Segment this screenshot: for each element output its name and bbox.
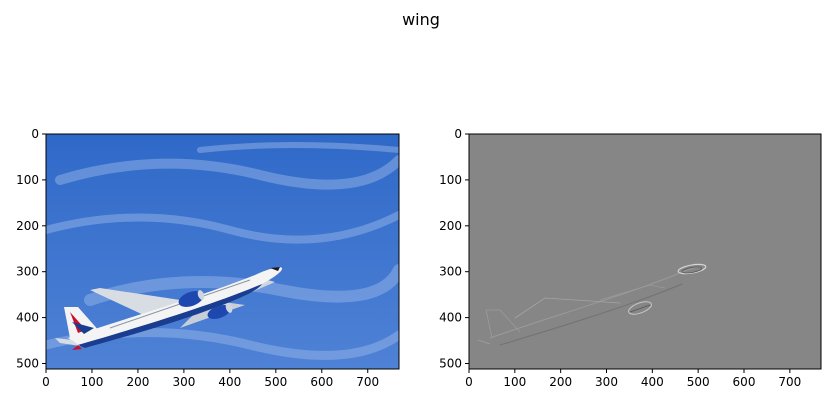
right-y-tick-label: 100: [439, 173, 462, 187]
right-axes-frame: [468, 133, 822, 370]
right-y-tick-label: 300: [439, 265, 462, 279]
right-y-tick-label: 0: [454, 127, 462, 141]
right-x-tick-label: 200: [549, 375, 572, 389]
left-x-tick-label: 100: [81, 375, 104, 389]
left-x-tick-label: 200: [126, 375, 149, 389]
right-axis-ticks: 0 100 200 300 400 500 600 700 0 100 200 300 400 500: [439, 127, 801, 389]
right-y-tick-label: 200: [439, 219, 462, 233]
left-x-tick-label: 600: [310, 375, 333, 389]
edge-background: [469, 134, 821, 369]
right-x-tick-label: 0: [465, 375, 473, 389]
right-x-tick-label: 300: [595, 375, 618, 389]
left-y-tick-label: 0: [31, 127, 39, 141]
left-axes-frame: [45, 133, 400, 370]
left-y-tick-label: 400: [16, 311, 39, 325]
left-y-tick-label: 200: [16, 219, 39, 233]
right-x-tick-label: 400: [641, 375, 664, 389]
right-x-tick-label: 500: [687, 375, 710, 389]
right-y-tick-label: 400: [439, 311, 462, 325]
left-y-tick-label: 100: [16, 173, 39, 187]
left-y-tick-label: 300: [16, 265, 39, 279]
left-x-tick-label: 500: [264, 375, 287, 389]
left-x-tick-label: 700: [356, 375, 379, 389]
edge-outline: [477, 263, 707, 346]
left-y-tick-label: 500: [16, 356, 39, 370]
right-x-tick-label: 600: [733, 375, 756, 389]
right-x-tick-label: 700: [778, 375, 801, 389]
right-y-tick-label: 500: [439, 356, 462, 370]
airplane: [55, 267, 283, 350]
left-x-tick-label: 300: [172, 375, 195, 389]
left-x-tick-label: 400: [218, 375, 241, 389]
right-image-panel: 0 100 200 300 400 500 600 700 0 100 200 300 400 500: [439, 127, 822, 389]
figure-suptitle: wing: [402, 10, 440, 29]
left-axis-ticks: 0 100 200 300 400 500 600 700 0 100 200 300 400 500: [16, 127, 379, 389]
right-x-tick-label: 100: [503, 375, 526, 389]
left-image-panel: 0 100 200 300 400 500 600 700 0 100 200 300 400 500: [16, 127, 400, 389]
left-x-tick-label: 0: [42, 375, 50, 389]
